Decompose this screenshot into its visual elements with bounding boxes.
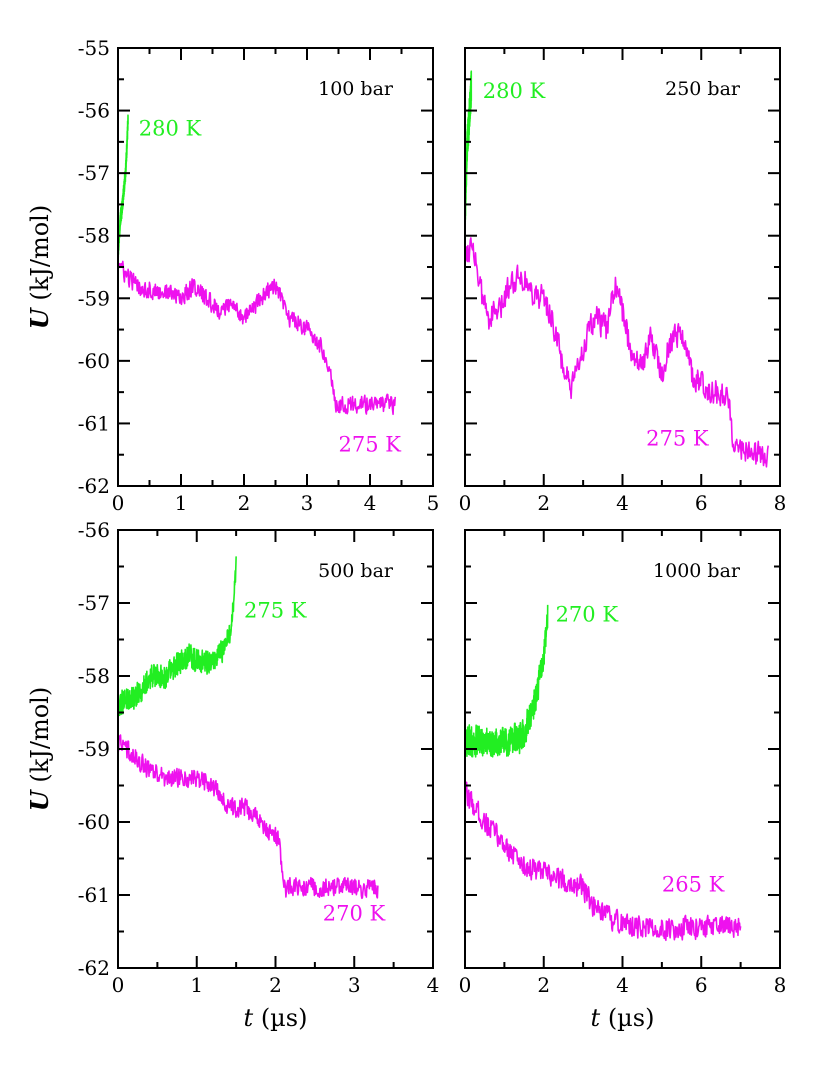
y-tick-label: -58: [78, 224, 110, 248]
x-axis-unit: (µs): [600, 1004, 654, 1032]
x-tick-label: 4: [616, 491, 629, 515]
plot-frame: [117, 529, 434, 969]
panel-pressure-label: 250 bar: [665, 78, 741, 100]
panel-pressure-label: 100 bar: [318, 78, 394, 100]
series-green-trace: [465, 70, 473, 236]
panel-p100: 280 K 275 K -62 -61 -60 -59 -58 -57 -56 -55 0 1 2 3 4 5…: [25, 36, 439, 515]
x-tick-label: 0: [459, 973, 472, 997]
x-tick-label: 3: [301, 491, 314, 515]
x-tick-label: 6: [695, 491, 708, 515]
x-tick-label: 2: [269, 973, 282, 997]
x-axis-symbol: t: [591, 1004, 601, 1032]
series-green-trace: [465, 604, 549, 758]
series-magenta-trace: [465, 237, 769, 468]
series-green-trace: [118, 556, 237, 717]
y-tick-label: -59: [78, 737, 110, 761]
series-label-green: 270 K: [556, 602, 619, 626]
y-axis-unit: (kJ/mol): [26, 687, 54, 791]
y-tick-label: -57: [78, 591, 110, 615]
y-tick-label: -61: [78, 883, 110, 907]
traces: [465, 604, 742, 942]
x-axis-label: t (µs): [591, 1004, 655, 1032]
x-axis-symbol: t: [244, 1004, 254, 1032]
x-tick-label: 2: [537, 491, 550, 515]
y-tick-label: -58: [78, 664, 110, 688]
x-tick-label: 6: [695, 973, 708, 997]
x-tick-label: 4: [364, 491, 377, 515]
y-axis-symbol: U: [25, 306, 54, 329]
traces: [118, 114, 396, 416]
y-tick-label: -59: [78, 286, 110, 310]
y-tick-label: -62: [78, 956, 110, 980]
y-tick-label: -55: [78, 36, 110, 60]
y-tick-label: -60: [78, 810, 110, 834]
series-label-magenta: 265 K: [662, 872, 725, 896]
y-tick-label: -57: [78, 161, 110, 185]
panel-pressure-label: 500 bar: [318, 560, 394, 582]
y-axis-label: U (kJ/mol): [25, 687, 54, 811]
y-tick-label: -56: [78, 518, 110, 542]
y-tick-label: -61: [78, 411, 110, 435]
y-axis-symbol: U: [25, 788, 54, 811]
y-tick-label: -62: [78, 474, 110, 498]
x-tick-label: 8: [774, 491, 787, 515]
x-tick-label: 2: [537, 973, 550, 997]
panel-p1000: 270 K 265 K 0 2 4 6 8 1000 bar t (µs): [459, 529, 787, 1032]
series-magenta-trace: [118, 734, 379, 900]
y-tick-label: -56: [78, 99, 110, 123]
x-tick-label: 8: [774, 973, 787, 997]
series-magenta-trace: [465, 781, 742, 942]
x-tick-label: 5: [427, 491, 440, 515]
x-tick-label: 4: [616, 973, 629, 997]
series-label-magenta: 275 K: [339, 433, 402, 457]
panel-pressure-label: 1000 bar: [653, 560, 741, 582]
x-tick-label: 3: [348, 973, 361, 997]
series-label-green: 275 K: [244, 599, 307, 623]
series-label-green: 280 K: [139, 117, 202, 141]
x-tick-label: 4: [427, 973, 440, 997]
traces: [465, 70, 769, 468]
traces: [118, 556, 379, 900]
plot-frame: [117, 47, 434, 487]
y-tick-label: -60: [78, 349, 110, 373]
panel-p500: 275 K 270 K -62 -61 -60 -59 -58 -57 -56 0 1 2 3 4 500 …: [25, 518, 439, 1032]
x-tick-label: 0: [112, 973, 125, 997]
x-tick-label: 0: [112, 491, 125, 515]
series-label-magenta: 270 K: [323, 902, 386, 926]
y-axis-unit: (kJ/mol): [26, 205, 54, 309]
series-label-green: 280 K: [483, 79, 546, 103]
series-label-magenta: 275 K: [646, 426, 709, 450]
y-axis-label: U (kJ/mol): [25, 205, 54, 329]
plot-frame: [464, 47, 781, 487]
x-tick-label: 0: [459, 491, 472, 515]
x-tick-label: 2: [238, 491, 251, 515]
x-axis-label: t (µs): [244, 1004, 308, 1032]
series-magenta-trace: [118, 260, 396, 416]
x-tick-label: 1: [175, 491, 188, 515]
x-axis-unit: (µs): [253, 1004, 307, 1032]
x-tick-label: 1: [190, 973, 203, 997]
panel-p250: 280 K 275 K 0 2 4 6 8 250 bar: [459, 47, 787, 515]
